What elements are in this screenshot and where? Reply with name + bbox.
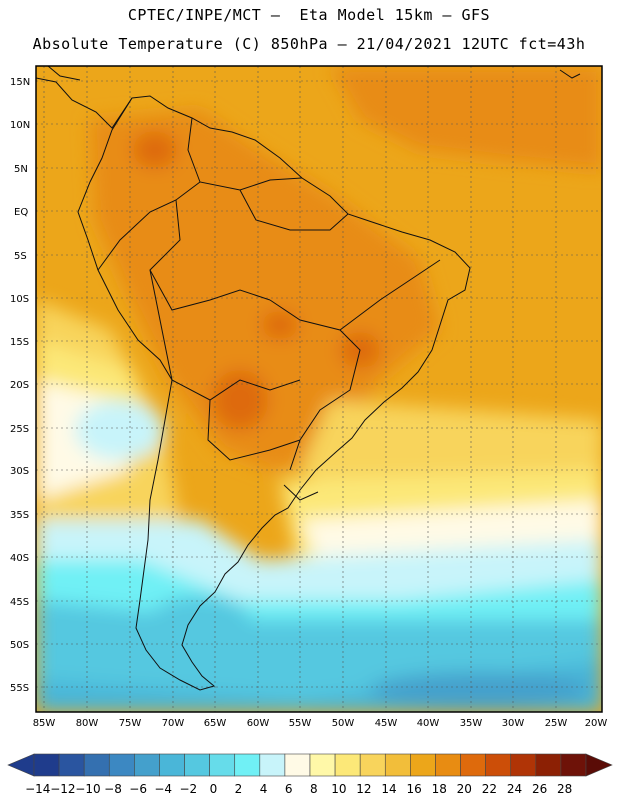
lat-label: 30S <box>10 466 29 477</box>
colorbar-max-arrow <box>585 753 613 777</box>
colorbar-swatch <box>159 753 185 777</box>
colorbar-swatch <box>284 753 311 777</box>
longitude-labels: 85W 80W 75W 70W 65W 60W 55W 50W 45W 40W … <box>33 718 608 729</box>
lon-label: 70W <box>162 718 185 729</box>
colorbar: −14 −12 −10 −8 −6 −4 −2 0 2 4 6 8 10 12 14 16 18 20 22 24 26… <box>7 753 613 796</box>
lon-label: 50W <box>332 718 355 729</box>
lon-label: 25W <box>545 718 568 729</box>
colorbar-swatch <box>410 753 436 777</box>
colorbar-swatch <box>485 753 512 777</box>
lat-label: 5S <box>14 251 27 262</box>
colorbar-tick-label: 16 <box>406 782 421 796</box>
lon-label: 80W <box>76 718 99 729</box>
lon-label: 75W <box>119 718 142 729</box>
colorbar-tick-label: 2 <box>235 782 243 796</box>
colorbar-tick-label: 20 <box>457 782 472 796</box>
lat-label: 15N <box>10 77 30 88</box>
lat-label: 55S <box>10 683 29 694</box>
lat-label: 50S <box>10 640 29 651</box>
colorbar-tick-label: 14 <box>381 782 396 796</box>
colorbar-tick-label: 24 <box>507 782 522 796</box>
map-frame <box>35 65 603 713</box>
colorbar-swatch <box>83 753 110 777</box>
lon-label: 30W <box>502 718 525 729</box>
colorbar-tick-label: 4 <box>260 782 268 796</box>
lat-label: 10N <box>10 120 30 131</box>
colorbar-swatch <box>259 753 286 777</box>
temperature-field <box>36 66 602 712</box>
colorbar-swatch <box>510 753 537 777</box>
colorbar-swatch <box>58 753 85 777</box>
colorbar-tick-label: 0 <box>210 782 218 796</box>
colorbar-tick-label: −12 <box>50 782 75 796</box>
colorbar-tick-label: 26 <box>532 782 547 796</box>
lon-label: 60W <box>247 718 270 729</box>
colorbar-tick-label: 18 <box>432 782 447 796</box>
lat-label: EQ <box>14 207 28 218</box>
title-line-2: Absolute Temperature (C) 850hPa – 21/04/… <box>32 35 586 53</box>
colorbar-swatch <box>359 753 386 777</box>
colorbar-swatches <box>7 753 613 777</box>
lon-label: 35W <box>460 718 483 729</box>
lat-label: 5N <box>14 164 28 175</box>
colorbar-tick-label: −14 <box>25 782 50 796</box>
graticule <box>36 66 602 712</box>
lon-label: 20W <box>585 718 608 729</box>
colorbar-swatch <box>184 753 210 777</box>
lat-label: 15S <box>10 337 29 348</box>
colorbar-tick-label: 6 <box>285 782 293 796</box>
colorbar-swatch <box>209 753 236 777</box>
lon-label: 45W <box>375 718 398 729</box>
colorbar-tick-label: −8 <box>104 782 122 796</box>
colorbar-swatch <box>535 753 562 777</box>
lon-label: 65W <box>204 718 227 729</box>
lat-label: 35S <box>10 510 29 521</box>
lon-label: 40W <box>417 718 440 729</box>
colorbar-tick-label: −2 <box>179 782 197 796</box>
colorbar-swatch <box>309 753 336 777</box>
temperature-map: 15N 10N 5N EQ 5S 10S 15S 20S 25S 30S 35S… <box>10 65 608 729</box>
colorbar-tick-label: −6 <box>129 782 147 796</box>
colorbar-tick-label: 12 <box>356 782 371 796</box>
colorbar-tick-label: −4 <box>154 782 172 796</box>
colorbar-swatch <box>234 753 261 777</box>
colorbar-tick-label: 28 <box>557 782 572 796</box>
colorbar-min-arrow <box>7 753 35 777</box>
lat-label: 40S <box>10 553 29 564</box>
coastlines <box>36 66 581 691</box>
colorbar-swatch <box>334 753 361 777</box>
colorbar-tick-label: 10 <box>331 782 346 796</box>
colorbar-swatch <box>134 753 160 777</box>
lat-label: 45S <box>10 597 29 608</box>
lon-label: 85W <box>33 718 56 729</box>
colorbar-tick-label: 8 <box>310 782 318 796</box>
colorbar-tick-label: −10 <box>75 782 100 796</box>
colorbar-labels: −14 −12 −10 −8 −6 −4 −2 0 2 4 6 8 10 12 14 16 18 20 22 24 26… <box>25 782 572 796</box>
colorbar-swatch <box>435 753 461 777</box>
colorbar-swatch <box>108 753 135 777</box>
colorbar-tick-label: 22 <box>482 782 497 796</box>
colorbar-swatch <box>33 753 60 777</box>
lat-label: 20S <box>10 380 29 391</box>
colorbar-swatch <box>460 753 486 777</box>
colorbar-swatch <box>384 753 411 777</box>
lon-label: 55W <box>289 718 312 729</box>
lat-label: 10S <box>10 294 29 305</box>
title-line-1: CPTEC/INPE/MCT – Eta Model 15km – GFS <box>127 6 491 24</box>
latitude-labels: 15N 10N 5N EQ 5S 10S 15S 20S 25S 30S 35S… <box>10 77 30 694</box>
lat-label: 25S <box>10 424 29 435</box>
colorbar-swatch <box>560 753 587 777</box>
